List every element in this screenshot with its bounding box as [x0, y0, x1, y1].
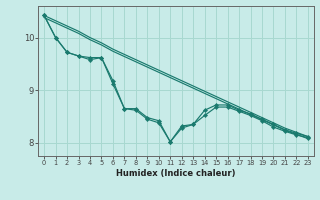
X-axis label: Humidex (Indice chaleur): Humidex (Indice chaleur) — [116, 169, 236, 178]
